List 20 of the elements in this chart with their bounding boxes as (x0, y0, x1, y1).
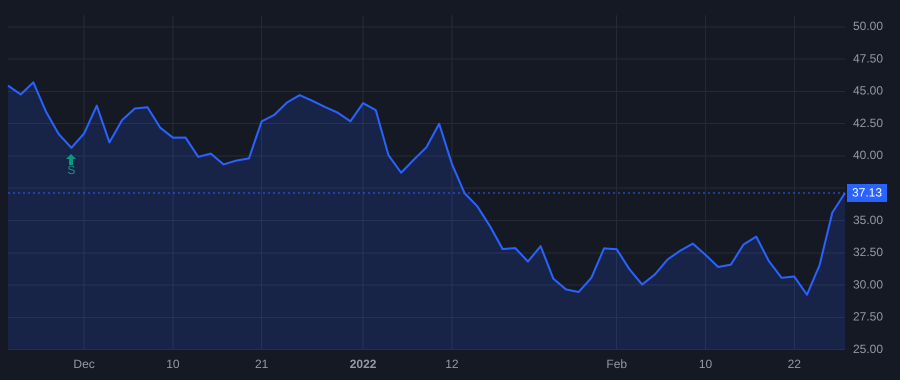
x-tick-label: Dec (73, 357, 95, 372)
x-tick-label: 10 (166, 357, 180, 372)
y-tick-label: 30.00 (853, 277, 884, 292)
y-tick-label: 32.50 (853, 245, 884, 260)
y-tick-label: 42.50 (853, 116, 884, 130)
x-tick-label: 21 (254, 357, 269, 372)
x-tick-label: 10 (698, 357, 712, 372)
x-tick-label: Feb (606, 357, 628, 372)
y-tick-label: 25.00 (853, 342, 884, 356)
x-tick-label: 22 (788, 357, 802, 372)
ref-line-label: 37.13 (852, 185, 882, 200)
annotation: S (67, 163, 76, 178)
y-tick-label: 47.50 (853, 51, 884, 66)
y-tick-label: 40.00 (853, 148, 884, 162)
x-tick-label: 2022 (350, 357, 377, 372)
y-tick-label: 45.00 (853, 84, 884, 98)
y-tick-label: 35.00 (853, 212, 884, 227)
y-tick-label: 50.00 (853, 19, 884, 34)
x-tick-label: 12 (445, 357, 459, 372)
y-tick-label: 27.50 (853, 310, 884, 324)
